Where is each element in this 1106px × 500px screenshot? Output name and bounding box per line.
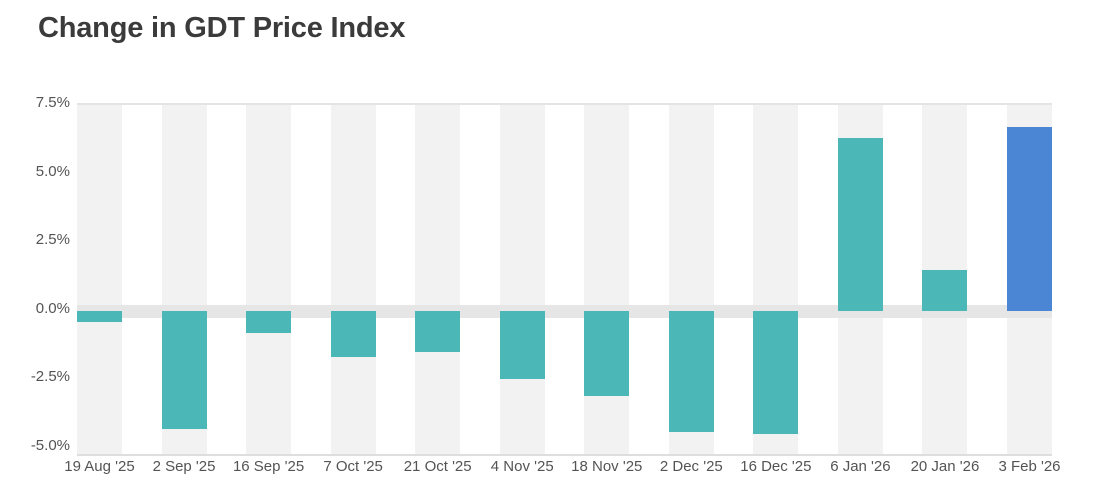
zero-line [77, 304, 1052, 318]
x-axis-label: 6 Jan '26 [830, 458, 891, 475]
y-tick-label: 5.0% [35, 162, 70, 180]
bar-18-nov-25[interactable] [584, 310, 630, 396]
y-tick-label: -2.5% [30, 368, 70, 386]
bar-7-oct-25[interactable] [330, 310, 376, 358]
bar-2-sep-25[interactable] [161, 310, 207, 429]
y-tick-label: 2.5% [35, 231, 70, 249]
bar-19-aug-25[interactable] [77, 310, 122, 322]
column-band [330, 105, 376, 454]
x-axis: 19 Aug '25 2 Sep '25 16 Sep '25 7 Oct '25 21… [0, 457, 1106, 481]
x-axis-label: 2 Dec '25 [659, 458, 723, 475]
column-band [499, 105, 545, 454]
plot-area [77, 103, 1052, 456]
bar-21-oct-25[interactable] [415, 310, 461, 352]
x-axis-label: 16 Sep '25 [232, 458, 305, 475]
x-axis-label: 20 Jan '26 [910, 458, 980, 475]
bar-3-feb-26[interactable] [1007, 126, 1052, 311]
bar-2-dec-25[interactable] [668, 310, 714, 432]
bar-20-jan-26[interactable] [922, 269, 968, 311]
y-axis: 7.5% 5.0% 2.5% 0.0% -2.5% -5.0% [0, 94, 70, 454]
bar-4-nov-25[interactable] [499, 310, 545, 380]
chart-title: Change in GDT Price Index [38, 12, 406, 44]
x-axis-label: 2 Sep '25 [152, 458, 216, 475]
x-axis-label: 7 Oct '25 [323, 458, 383, 475]
bar-16-dec-25[interactable] [753, 310, 799, 435]
x-axis-label: 18 Nov '25 [571, 458, 643, 475]
bar-6-jan-26[interactable] [837, 137, 883, 311]
column-band [77, 105, 122, 454]
x-axis-label: 4 Nov '25 [490, 458, 554, 475]
column-band [246, 105, 292, 454]
column-band [415, 105, 461, 454]
x-axis-label: 19 Aug '25 [64, 458, 135, 475]
y-tick-label: 7.5% [35, 94, 70, 111]
y-tick-label: -5.0% [30, 437, 70, 454]
x-axis-label: 21 Oct '25 [403, 458, 472, 475]
y-tick-label: 0.0% [35, 299, 70, 317]
x-axis-label: 3 Feb '26 [998, 458, 1061, 475]
x-axis-label: 16 Dec '25 [740, 458, 812, 475]
column-band [584, 105, 630, 454]
bar-16-sep-25[interactable] [246, 310, 292, 333]
